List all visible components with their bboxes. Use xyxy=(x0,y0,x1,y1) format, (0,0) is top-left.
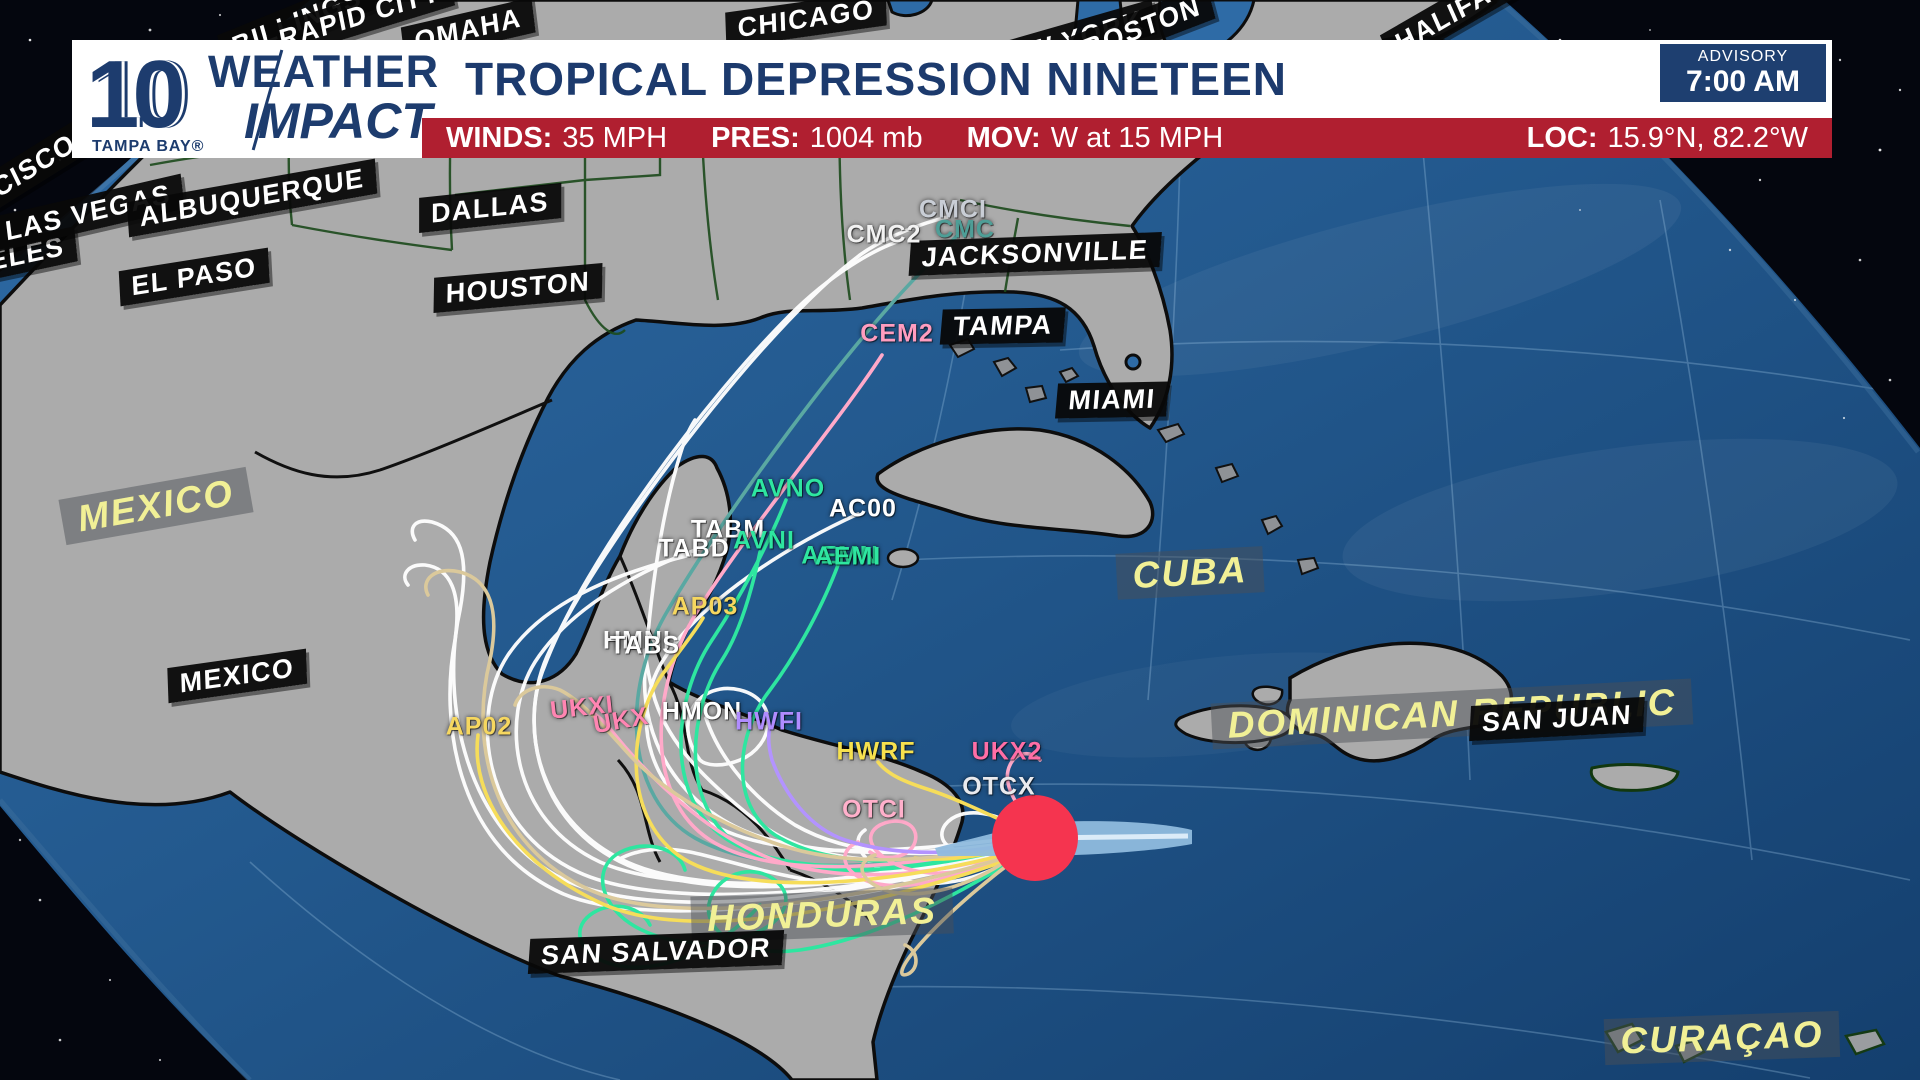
country-label-cuba: CUBA xyxy=(1115,546,1265,600)
model-label-aemi: AEMI xyxy=(814,542,882,571)
logo-station-text: TAMPA BAY® xyxy=(92,138,205,155)
island-jamaica xyxy=(1174,704,1294,744)
logo-10: 10 xyxy=(86,41,186,148)
stat-pres: PRES: 1004 mb xyxy=(711,122,923,155)
logo-impact-text: IMPACT xyxy=(244,93,432,149)
stat-value: W at 15 MPH xyxy=(1050,121,1224,154)
model-label-cmc2: CMC2 xyxy=(846,220,922,249)
station-logo: 10 WEATHER IMPACT TAMPA BAY® xyxy=(80,41,438,158)
stat-loc: LOC: 15.9°N, 82.2°W xyxy=(1527,122,1808,155)
model-label-aemn: AEMN xyxy=(801,541,879,570)
stat-value: 35 MPH xyxy=(562,121,668,154)
stat-label: WINDS: xyxy=(446,121,553,154)
isle-of-youth xyxy=(886,547,920,569)
model-label-avno: AVNO xyxy=(750,474,826,503)
model-label-ap03: AP03 xyxy=(671,592,739,621)
haiti-north-claw xyxy=(1251,685,1284,706)
stat-value: 1004 mb xyxy=(809,121,923,154)
advisory-time: 7:00 AM xyxy=(1686,65,1800,98)
advisory-label: ADVISORY xyxy=(1697,48,1789,65)
model-label-hwrf: HWRF xyxy=(836,737,916,766)
model-label-avni: AVNI xyxy=(733,526,795,555)
stat-label: MOV: xyxy=(966,121,1041,154)
logo-weather-text: WEATHER xyxy=(208,46,440,97)
city-label-tampa: TAMPA xyxy=(939,307,1067,345)
city-label-miami: MIAMI xyxy=(1054,381,1170,419)
logo-wordmark: WEATHER IMPACT xyxy=(208,46,439,150)
island-puerto-rico xyxy=(1589,763,1680,792)
model-label-hwfi: HWFI xyxy=(735,707,803,736)
model-label-ac00: AC00 xyxy=(829,494,897,523)
stat-label: LOC: xyxy=(1526,121,1598,154)
advisory-box: ADVISORY 7:00 AM xyxy=(1660,44,1826,102)
stat-value: 15.9°N, 82.2°W xyxy=(1607,121,1808,154)
stat-winds: WINDS: 35 MPH xyxy=(446,122,667,155)
country-label-cura-ao: CURAÇAO xyxy=(1603,1010,1841,1066)
stat-mov: MOV: W at 15 MPH xyxy=(967,122,1224,155)
storm-stats-bar: WINDS: 35 MPH PRES: 1004 mb MOV: W at 15 MPH L… xyxy=(422,118,1832,158)
storm-position-marker xyxy=(992,795,1078,881)
header-banner: 10 WEATHER IMPACT TAMPA BAY® TROPICAL DE… xyxy=(72,40,1832,158)
model-label-hmni: HMNI xyxy=(603,626,671,655)
model-label-hmon: HMON xyxy=(661,697,743,726)
model-label-ukx2: UKX2 xyxy=(971,737,1043,766)
model-label-tabd: TABD xyxy=(658,534,730,563)
model-label-otcx: OTCX xyxy=(962,772,1036,801)
stat-label: PRES: xyxy=(711,121,800,154)
page-title: TROPICAL DEPRESSION NINETEEN xyxy=(464,53,1288,105)
model-label-cem2: CEM2 xyxy=(860,319,934,348)
model-label-tabm: TABM xyxy=(690,515,766,544)
model-label-cmc: CMC xyxy=(935,215,995,244)
curacao-islets xyxy=(1604,1022,1886,1064)
model-label-otci: OTCI xyxy=(842,795,906,824)
island-cuba xyxy=(875,427,1155,539)
model-label-tabs: TABS xyxy=(609,631,681,660)
model-label-ap02: AP02 xyxy=(445,712,513,741)
model-label-cmci: CMCI xyxy=(919,195,987,224)
landmass-north-america xyxy=(0,0,1500,1080)
